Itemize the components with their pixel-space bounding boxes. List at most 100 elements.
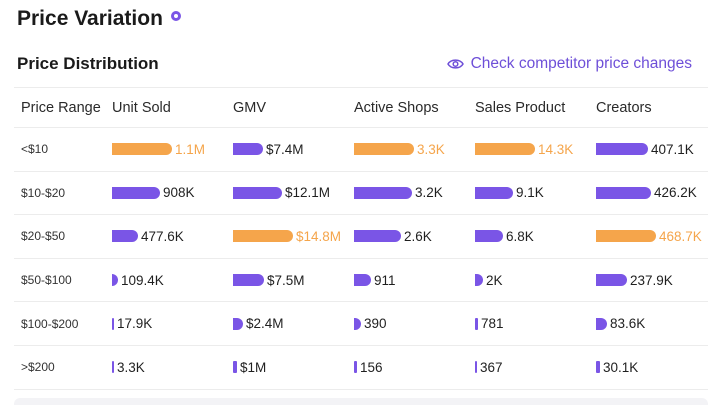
metric-cell: $7.4M: [226, 127, 347, 172]
table-row: >$200 3.3K $1M 156 367 30.1K: [14, 345, 708, 390]
value-bar: [475, 274, 483, 287]
value-bar: [596, 361, 600, 374]
metric-cell: 2K: [468, 258, 589, 303]
metric-cell: 781: [468, 301, 589, 346]
metric-value: 468.7K: [659, 228, 702, 244]
metric-cell: 911: [347, 258, 468, 303]
value-bar: [354, 361, 357, 374]
section-header: Price Distribution Check competitor pric…: [17, 52, 692, 76]
metric-cell: $1M: [226, 345, 347, 390]
metric-cell: 30.1K: [589, 345, 708, 390]
value-bar: [475, 317, 478, 330]
metric-value: 83.6K: [610, 316, 646, 332]
table-header-row: Price Range Unit Sold GMV Active Shops S…: [14, 87, 708, 128]
value-bar: [596, 274, 627, 287]
metric-cell: 468.7K: [589, 214, 708, 259]
metric-value: 9.1K: [516, 185, 544, 201]
metric-cell: 390: [347, 301, 468, 346]
link-label: Check competitor price changes: [470, 55, 692, 72]
value-bar: [596, 317, 607, 330]
value-bar: [596, 186, 651, 199]
metric-value: 367: [480, 359, 503, 375]
header: Price Variation: [17, 5, 181, 33]
metric-value: $1M: [240, 359, 267, 375]
metric-cell: 83.6K: [589, 301, 708, 346]
value-bar: [354, 143, 414, 156]
metric-value: 3.3K: [417, 141, 445, 157]
value-bar: [112, 274, 118, 287]
metric-cell: 908K: [105, 171, 226, 216]
value-bar: [354, 230, 401, 243]
metric-cell: 3.3K: [347, 127, 468, 172]
metric-value: 30.1K: [603, 359, 639, 375]
metric-value: 2K: [486, 272, 503, 288]
metric-cell: $14.8M: [226, 214, 347, 259]
metric-value: 477.6K: [141, 228, 184, 244]
value-bar: [233, 274, 264, 287]
check-competitor-price-link[interactable]: Check competitor price changes: [446, 55, 692, 73]
value-bar: [112, 143, 172, 156]
metric-cell: 407.1K: [589, 127, 708, 172]
next-section-edge: [14, 398, 708, 405]
metric-cell: 6.8K: [468, 214, 589, 259]
metric-value: 1.1M: [175, 141, 206, 157]
metric-cell: 2.6K: [347, 214, 468, 259]
metric-cell: 426.2K: [589, 171, 708, 216]
table-row: $20-$50 477.6K $14.8M 2.6K 6.8K 468.7K: [14, 214, 708, 259]
value-bar: [112, 361, 114, 374]
value-bar: [233, 361, 237, 374]
metric-value: 390: [364, 316, 387, 332]
metric-cell: 3.3K: [105, 345, 226, 390]
price-range-cell: $20-$50: [14, 214, 105, 259]
table-row: $10-$20 908K $12.1M 3.2K 9.1K 426.2K: [14, 171, 708, 216]
metric-value: 908K: [163, 185, 195, 201]
column-header: Sales Product: [468, 87, 589, 128]
info-dot-icon[interactable]: [170, 11, 181, 21]
value-bar: [354, 186, 412, 199]
metric-value: 6.8K: [506, 228, 534, 244]
value-bar: [475, 143, 535, 156]
price-range-cell: $100-$200: [14, 301, 105, 346]
metric-cell: 156: [347, 345, 468, 390]
metric-cell: 9.1K: [468, 171, 589, 216]
value-bar: [475, 361, 477, 374]
metric-value: 3.2K: [415, 185, 443, 201]
metric-value: $12.1M: [285, 185, 331, 201]
value-bar: [233, 317, 243, 330]
section-title: Price Distribution: [17, 54, 159, 73]
column-header: Creators: [589, 87, 708, 128]
value-bar: [596, 143, 648, 156]
metric-cell: $2.4M: [226, 301, 347, 346]
metric-cell: 237.9K: [589, 258, 708, 303]
value-bar: [112, 317, 114, 330]
value-bar: [112, 230, 138, 243]
metric-cell: 109.4K: [105, 258, 226, 303]
metric-cell: 1.1M: [105, 127, 226, 172]
value-bar: [596, 230, 656, 243]
table-row: $50-$100 109.4K $7.5M 911 2K 237.9K: [14, 258, 708, 303]
page-title: Price Variation: [17, 7, 163, 30]
metric-value: $7.5M: [267, 272, 305, 288]
value-bar: [475, 186, 513, 199]
value-bar: [233, 186, 282, 199]
value-bar: [354, 274, 371, 287]
price-range-cell: <$10: [14, 127, 105, 172]
price-range-cell: >$200: [14, 345, 105, 390]
column-header: Active Shops: [347, 87, 468, 128]
metric-cell: $7.5M: [226, 258, 347, 303]
table-row: <$10 1.1M $7.4M 3.3K 14.3K 407.1K: [14, 127, 708, 172]
metric-value: 17.9K: [117, 316, 153, 332]
metric-value: 911: [374, 272, 396, 288]
metric-cell: 477.6K: [105, 214, 226, 259]
metric-value: 2.6K: [404, 228, 432, 244]
metric-value: 781: [481, 316, 504, 332]
value-bar: [475, 230, 503, 243]
metric-cell: 17.9K: [105, 301, 226, 346]
value-bar: [233, 143, 263, 156]
column-header: Unit Sold: [105, 87, 226, 128]
price-range-cell: $10-$20: [14, 171, 105, 216]
metric-cell: 3.2K: [347, 171, 468, 216]
metric-value: 156: [360, 359, 383, 375]
metric-cell: 367: [468, 345, 589, 390]
price-distribution-table: Price Range Unit Sold GMV Active Shops S…: [14, 87, 708, 390]
